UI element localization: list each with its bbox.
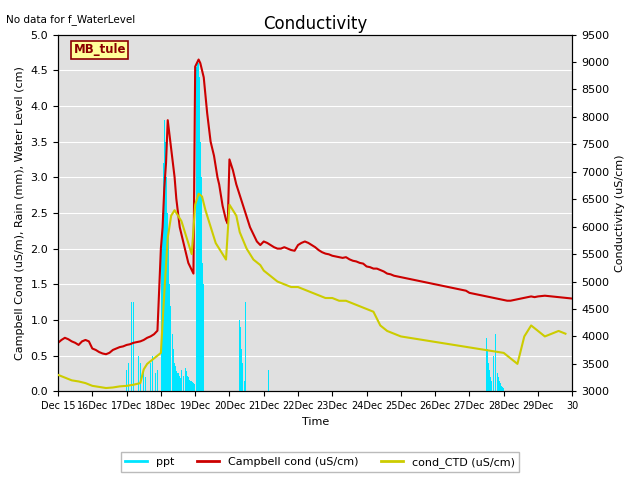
Title: Conductivity: Conductivity [263,15,367,33]
X-axis label: Time: Time [301,417,329,427]
Y-axis label: Conductivity (uS/cm): Conductivity (uS/cm) [615,154,625,272]
Text: MB_tule: MB_tule [74,44,126,57]
Legend: ppt, Campbell cond (uS/cm), cond_CTD (uS/cm): ppt, Campbell cond (uS/cm), cond_CTD (uS… [121,452,519,472]
Y-axis label: Campbell Cond (uS/m), Rain (mm), Water Level (cm): Campbell Cond (uS/m), Rain (mm), Water L… [15,66,25,360]
Text: No data for f_WaterLevel: No data for f_WaterLevel [6,14,136,25]
